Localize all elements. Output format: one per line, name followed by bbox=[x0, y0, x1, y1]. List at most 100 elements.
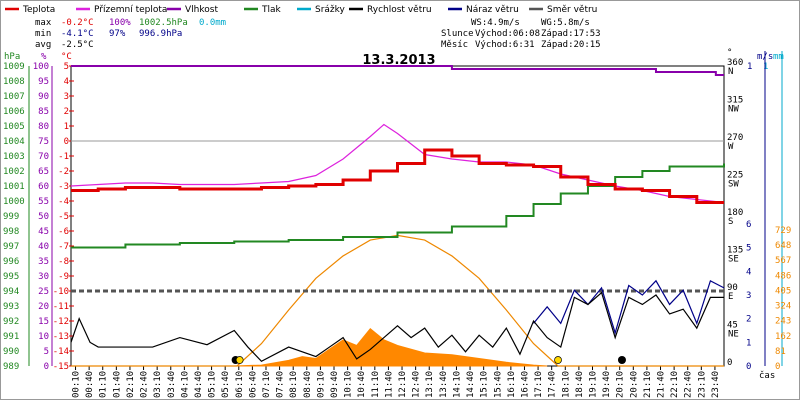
tick-time: 08:10 bbox=[289, 371, 299, 398]
tick-press: 1002 bbox=[3, 167, 25, 177]
tick-hum: 80 bbox=[38, 122, 49, 132]
tick-time: 17:40 bbox=[548, 371, 558, 398]
axis-title-dir: ° bbox=[727, 48, 732, 58]
legend-item-3: Tlak bbox=[261, 5, 282, 15]
tick-temp: -11 bbox=[53, 302, 69, 312]
tick-hum: 25 bbox=[38, 287, 49, 297]
sun-set: Západ:17:53 bbox=[541, 29, 601, 39]
chart-title: 13.3.2013 bbox=[362, 53, 435, 68]
tick-time: 15:40 bbox=[493, 371, 503, 398]
moon-rise: Východ:6:31 bbox=[475, 40, 535, 50]
tick-time: 05:10 bbox=[208, 371, 218, 398]
stat-min-press: 996.9hPa bbox=[139, 29, 182, 39]
tick-press: 995 bbox=[3, 272, 19, 282]
axis-title-time: čas bbox=[759, 370, 775, 381]
stat-min-temp: -4.1°C bbox=[61, 29, 94, 39]
tick-time: 08:40 bbox=[303, 371, 313, 398]
tick-dir: 45 bbox=[727, 321, 738, 331]
tick-hum: 10 bbox=[38, 332, 49, 342]
tick-hum: 55 bbox=[38, 197, 49, 207]
series-humidity bbox=[71, 65, 724, 76]
stat-max-label: max bbox=[35, 18, 52, 28]
tick-time: 01:40 bbox=[112, 371, 122, 398]
tick-hum: 30 bbox=[38, 272, 49, 282]
stat-max-hum: 100% bbox=[109, 18, 131, 28]
tick-rad: 81 bbox=[775, 347, 786, 357]
tick-time: 04:40 bbox=[194, 371, 204, 398]
tick-time: 16:40 bbox=[520, 371, 530, 398]
tick-hum: 35 bbox=[38, 257, 49, 267]
tick-rad: 648 bbox=[775, 241, 791, 251]
legend-item-4: Srážky bbox=[315, 5, 346, 15]
tick-time: 19:40 bbox=[602, 371, 612, 398]
legend-item-5: Rychlost větru bbox=[367, 5, 432, 15]
tick-speed: 0 bbox=[746, 362, 751, 372]
moon-label: Měsíc bbox=[441, 40, 468, 50]
tick-time: 18:40 bbox=[575, 371, 585, 398]
tick-temp: -12 bbox=[53, 317, 69, 327]
moon-set: Západ:20:15 bbox=[541, 40, 601, 50]
tick-time: 09:10 bbox=[316, 371, 326, 398]
tick-time: 05:40 bbox=[221, 371, 231, 398]
stat-min-label: min bbox=[35, 29, 51, 39]
axis-top-speed: 1 bbox=[747, 62, 752, 72]
tick-rad: 0 bbox=[775, 362, 780, 372]
tick-press: 1003 bbox=[3, 152, 25, 162]
tick-press: 992 bbox=[3, 317, 19, 327]
tick-hum: 20 bbox=[38, 302, 49, 312]
tick-press: 1007 bbox=[3, 92, 25, 102]
tick-hum: 85 bbox=[38, 107, 49, 117]
tick-hum: 65 bbox=[38, 167, 49, 177]
tick-time: 18:10 bbox=[561, 371, 571, 398]
tick-press: 1001 bbox=[3, 182, 25, 192]
sun-label: Slunce bbox=[441, 29, 474, 39]
tick-time: 13:10 bbox=[425, 371, 435, 398]
tick-speed: 6 bbox=[746, 220, 751, 230]
wind-ws: WS:4.9m/s bbox=[471, 18, 520, 28]
tick-dir: 225 bbox=[727, 171, 743, 181]
tick-time: 20:40 bbox=[629, 371, 639, 398]
tick-time: 13:40 bbox=[439, 371, 449, 398]
tick-rad: 162 bbox=[775, 332, 791, 342]
tick-press: 990 bbox=[3, 347, 19, 357]
tick-dir: 180 bbox=[727, 208, 743, 218]
tick-time: 23:40 bbox=[711, 371, 721, 398]
series-wind-gust bbox=[533, 279, 725, 335]
tick-speed: 3 bbox=[746, 291, 751, 301]
tick-time: 14:40 bbox=[466, 371, 476, 398]
axis-title-rain: mm bbox=[773, 52, 784, 62]
tick-time: 00:40 bbox=[85, 371, 95, 398]
legend-item-7: Směr větru bbox=[547, 5, 597, 15]
legend-item-1: Přízemní teplota bbox=[94, 5, 167, 15]
tick-press: 991 bbox=[3, 332, 19, 342]
tick-dir-label: S bbox=[728, 217, 733, 227]
tick-time: 09:40 bbox=[330, 371, 340, 398]
tick-time: 02:10 bbox=[126, 371, 136, 398]
tick-dir-label: SE bbox=[728, 255, 739, 265]
tick-dir-label: E bbox=[728, 292, 733, 302]
tick-press: 994 bbox=[3, 287, 19, 297]
tick-time: 22:10 bbox=[670, 371, 680, 398]
tick-temp: -1 bbox=[58, 152, 69, 162]
tick-time: 16:10 bbox=[507, 371, 517, 398]
tick-time: 22:40 bbox=[684, 371, 694, 398]
tick-speed: 5 bbox=[746, 244, 751, 254]
tick-temp: 0 bbox=[64, 137, 69, 147]
tick-press: 993 bbox=[3, 302, 19, 312]
tick-time: 19:10 bbox=[588, 371, 598, 398]
tick-hum: 60 bbox=[38, 182, 49, 192]
tick-hum: 15 bbox=[38, 317, 49, 327]
tick-speed: 1 bbox=[746, 338, 751, 348]
tick-dir-label: SW bbox=[728, 180, 739, 190]
tick-rad: 405 bbox=[775, 286, 791, 296]
tick-speed: 4 bbox=[746, 267, 751, 277]
tick-time: 12:40 bbox=[412, 371, 422, 398]
wind-wg: WG:5.8m/s bbox=[541, 18, 590, 28]
tick-hum: 75 bbox=[38, 137, 49, 147]
tick-time: 11:40 bbox=[384, 371, 394, 398]
tick-hum: 70 bbox=[38, 152, 49, 162]
stat-max-temp: -0.2°C bbox=[61, 18, 94, 28]
stat-avg-label: avg bbox=[35, 40, 51, 50]
plot-group bbox=[70, 65, 725, 367]
